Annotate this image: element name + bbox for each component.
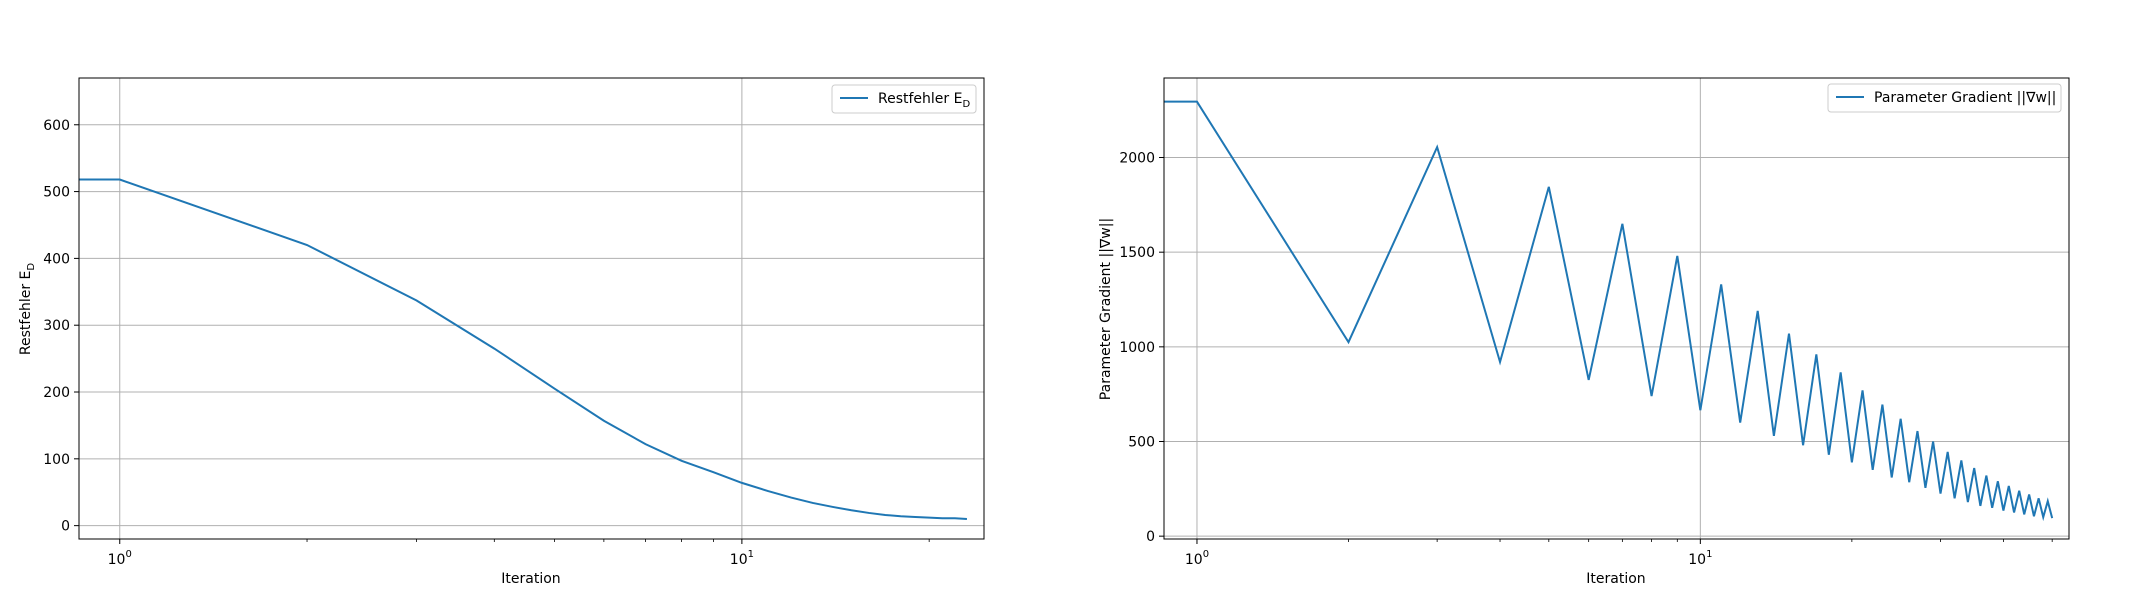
x-tick-label: 100: [1185, 549, 1209, 568]
svg-text:101: 101: [730, 549, 754, 568]
series-line-restfehler: [79, 178, 967, 520]
chart-restfehler: 100 101 0 100 200 300 400 500 600 Iterat…: [18, 77, 985, 587]
y-tick-label: 1000: [1119, 340, 1155, 356]
y-tick-label: 400: [43, 251, 70, 267]
y-tick-label: 100: [43, 452, 70, 468]
tick-marks: [1159, 157, 2053, 544]
svg-text:100: 100: [1185, 549, 1209, 568]
axes-frame: [1163, 77, 2070, 540]
legend-box: [1827, 83, 2062, 113]
chart-parameter-gradient: 100 101 0 500 1000 1500 2000 Iteration P…: [1098, 77, 2070, 587]
y-axis-label: Parameter Gradient ||∇w||: [1098, 218, 1114, 400]
x-axis-label: Iteration: [1586, 571, 1645, 587]
legend: Parameter Gradient ||∇w||: [1827, 83, 2062, 113]
x-axis-label: Iteration: [501, 571, 560, 587]
axes-frame: [78, 77, 985, 540]
x-tick-label: 101: [1688, 549, 1712, 568]
series-line-gradient: [1164, 100, 2054, 522]
legend-label: Parameter Gradient ||∇w||: [1874, 90, 2056, 106]
legend-label: Restfehler ED: [878, 91, 970, 110]
y-tick-label: 200: [43, 385, 70, 401]
svg-text:101: 101: [1688, 549, 1712, 568]
y-tick-label: 500: [43, 185, 70, 201]
y-tick-label: 1500: [1119, 245, 1155, 261]
y-tick-label: 600: [43, 118, 70, 134]
y-tick-label: 300: [43, 318, 70, 334]
grid-lines: [79, 78, 984, 539]
y-axis-label: Restfehler ED: [18, 263, 37, 355]
y-tick-label: 0: [1146, 529, 1155, 545]
y-tick-label: 2000: [1119, 151, 1155, 167]
legend: Restfehler ED: [831, 84, 977, 114]
x-tick-label: 100: [108, 549, 132, 568]
tick-marks: [74, 124, 930, 544]
svg-text:100: 100: [108, 549, 132, 568]
x-tick-label: 101: [730, 549, 754, 568]
y-tick-label: 500: [1128, 434, 1155, 450]
grid-lines: [1164, 78, 2069, 539]
legend-box: [831, 84, 977, 114]
y-tick-label: 0: [61, 519, 70, 535]
